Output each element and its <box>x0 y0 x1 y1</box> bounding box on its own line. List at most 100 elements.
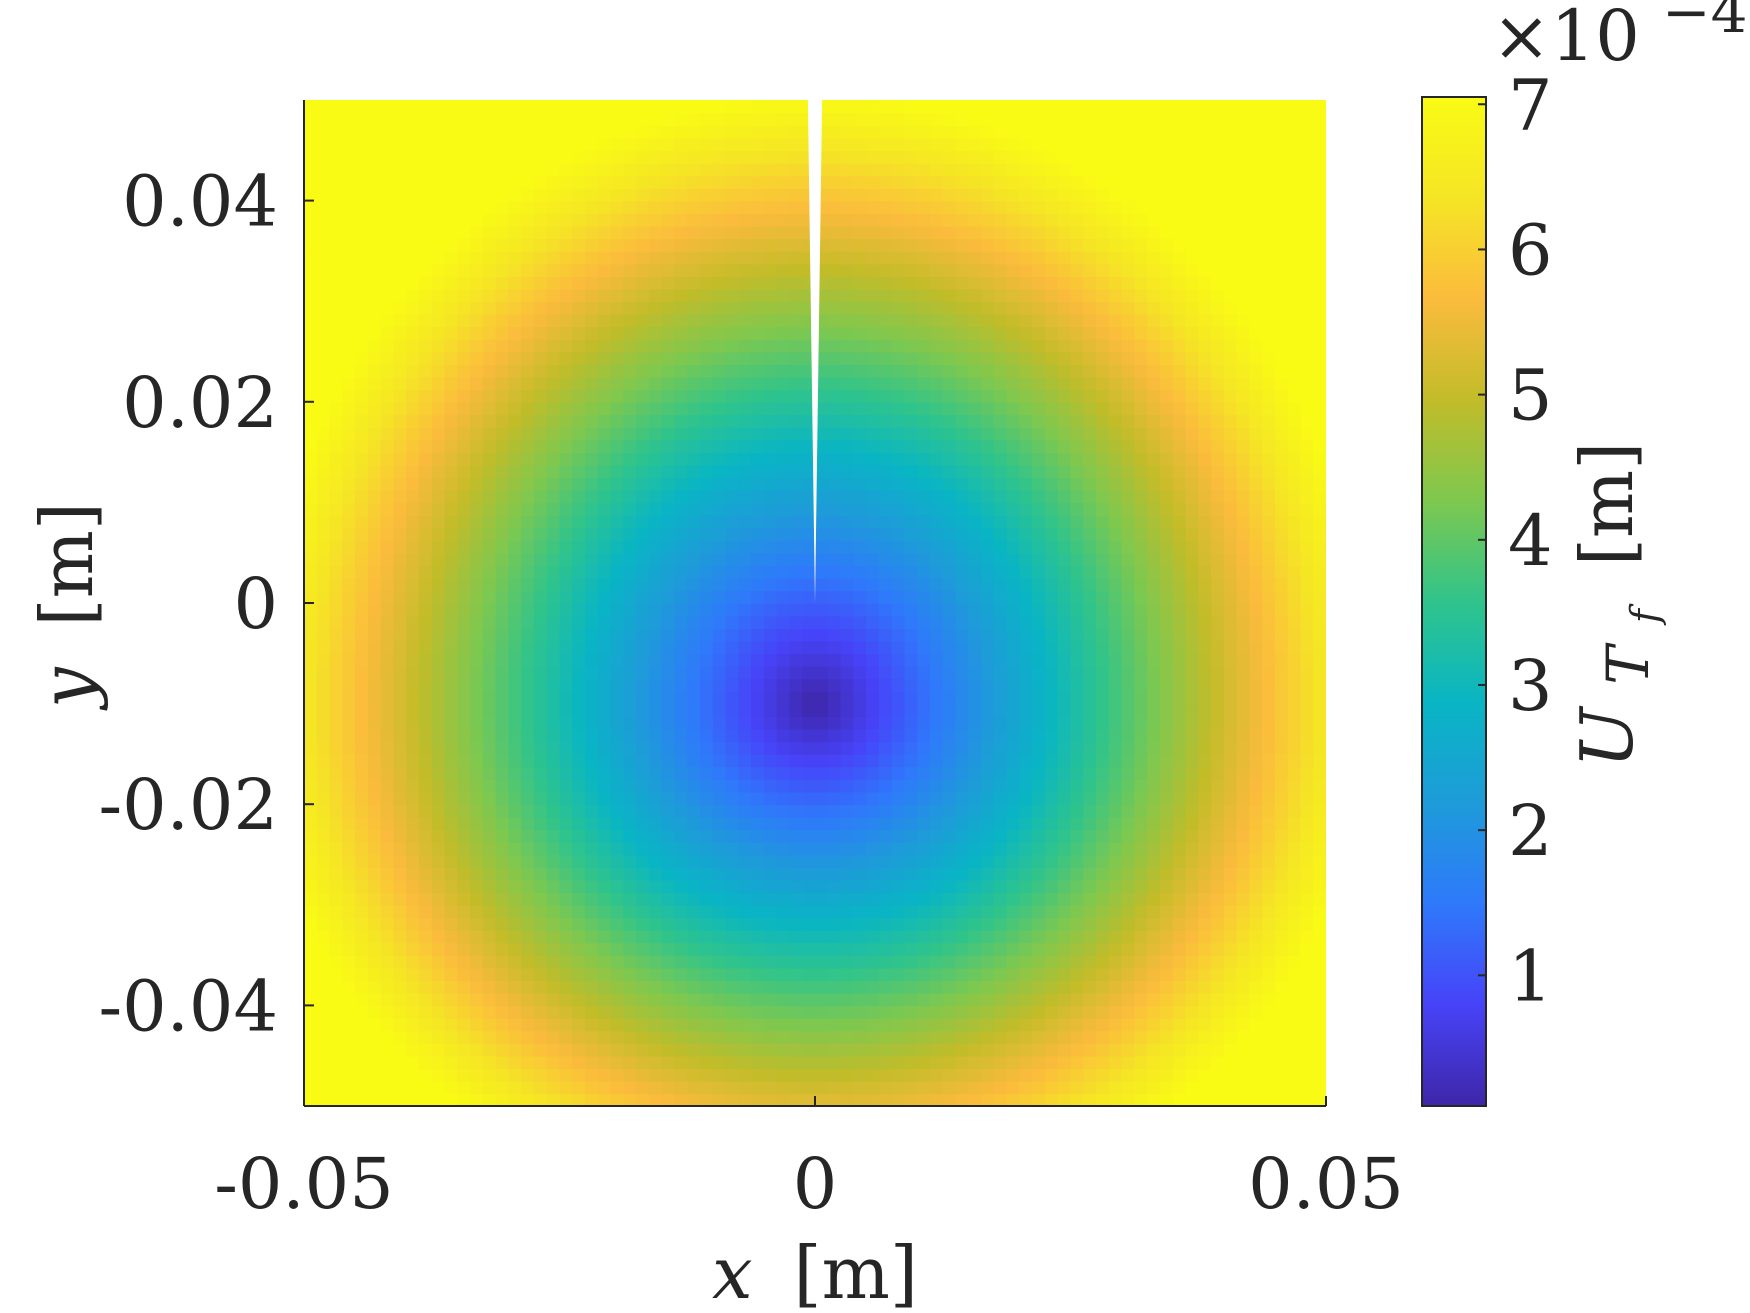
heat-cell <box>393 628 408 642</box>
heat-cell <box>457 150 471 164</box>
heat-cell <box>316 1093 331 1106</box>
heat-cell <box>380 125 395 139</box>
heat-cell <box>521 1030 535 1044</box>
plot-area <box>303 94 1326 1107</box>
heat-cell <box>623 1080 637 1095</box>
heat-cell <box>942 376 957 391</box>
heat-cell <box>776 1068 791 1082</box>
heat-cell <box>393 364 408 378</box>
heat-cell <box>878 137 893 152</box>
heat-cell <box>304 376 318 391</box>
heat-cell <box>687 351 701 365</box>
heat-cell <box>355 489 369 504</box>
heat-cell <box>304 967 318 982</box>
heat-cell <box>1044 439 1059 453</box>
heat-cell <box>585 351 599 365</box>
heat-cell <box>763 100 778 114</box>
heat-cell <box>1096 879 1110 894</box>
heat-cell <box>866 904 880 919</box>
heat-cell <box>1006 276 1021 290</box>
heat-cell <box>1096 980 1110 994</box>
heat-cell <box>559 100 574 114</box>
heat-cell <box>1070 728 1085 743</box>
heat-cell <box>840 200 855 214</box>
heat-cell <box>470 728 484 743</box>
heat-cell <box>367 728 382 743</box>
heat-cell <box>866 577 880 592</box>
heat-cell <box>559 213 574 227</box>
heat-cell <box>355 955 369 969</box>
heat-cell <box>763 640 778 655</box>
heat-cell <box>687 514 701 529</box>
heat-cell <box>623 691 637 705</box>
heat-cell <box>1083 452 1097 466</box>
heat-cell <box>636 364 650 378</box>
heat-cell <box>623 414 637 428</box>
heat-cell <box>968 1030 982 1044</box>
heat-cell <box>891 728 906 743</box>
heat-cell <box>355 590 369 604</box>
heat-cell <box>444 892 459 906</box>
heat-cell <box>1057 816 1072 831</box>
heat-cell <box>942 766 957 780</box>
heat-cell <box>367 628 382 642</box>
heat-cell <box>853 879 867 894</box>
heat-cell <box>533 716 548 730</box>
heat-cell <box>1019 401 1033 416</box>
heat-cell <box>406 1043 420 1057</box>
heat-cell <box>827 351 842 365</box>
heat-cell <box>610 791 625 806</box>
heat-cell <box>623 867 637 881</box>
heat-cell <box>840 829 855 843</box>
heat-cell <box>521 238 535 252</box>
heat-cell <box>1083 804 1097 818</box>
heat-cell <box>738 150 752 164</box>
heat-cell <box>993 816 1008 831</box>
heat-cell <box>521 1043 535 1057</box>
heat-cell <box>648 250 663 265</box>
heat-cell <box>521 137 535 152</box>
heat-cell <box>891 452 906 466</box>
heat-cell <box>1070 1080 1085 1095</box>
heat-cell <box>1096 992 1110 1007</box>
heat-cell <box>610 1068 625 1082</box>
heat-cell <box>585 779 599 793</box>
heat-cell <box>521 489 535 504</box>
heat-cell <box>572 150 586 164</box>
heat-cell <box>904 401 919 416</box>
heat-cell <box>1044 665 1059 680</box>
heat-cell <box>738 741 752 755</box>
heat-cell <box>993 678 1008 692</box>
heat-cell <box>955 263 970 277</box>
heat-cell <box>1006 753 1021 768</box>
heat-cell <box>610 452 625 466</box>
heat-cell <box>853 942 867 956</box>
heat-cell <box>661 389 676 403</box>
heat-cell <box>917 1068 931 1082</box>
heat-cell <box>342 892 356 906</box>
heat-cell <box>661 1030 676 1044</box>
heat-cell <box>636 904 650 919</box>
heat-cell <box>891 263 906 277</box>
heat-cell <box>380 980 395 994</box>
heat-cell <box>585 728 599 743</box>
heat-cell <box>700 112 714 126</box>
heat-cell <box>687 276 701 290</box>
heat-cell <box>725 112 740 126</box>
heat-cell <box>993 929 1008 944</box>
heat-cell <box>1083 414 1097 428</box>
heat-cell <box>815 841 829 856</box>
heat-cell <box>929 879 944 894</box>
heat-cell <box>585 929 599 944</box>
heat-cell <box>661 1017 676 1032</box>
heat-cell <box>1006 628 1021 642</box>
heat-cell <box>355 213 369 227</box>
heat-cell <box>1019 904 1033 919</box>
heat-cell <box>687 527 701 541</box>
heat-cell <box>700 502 714 516</box>
heat-cell <box>521 414 535 428</box>
heat-cell <box>891 653 906 667</box>
heat-cell <box>725 540 740 554</box>
heat-cell <box>444 766 459 780</box>
heat-cell <box>521 1080 535 1095</box>
